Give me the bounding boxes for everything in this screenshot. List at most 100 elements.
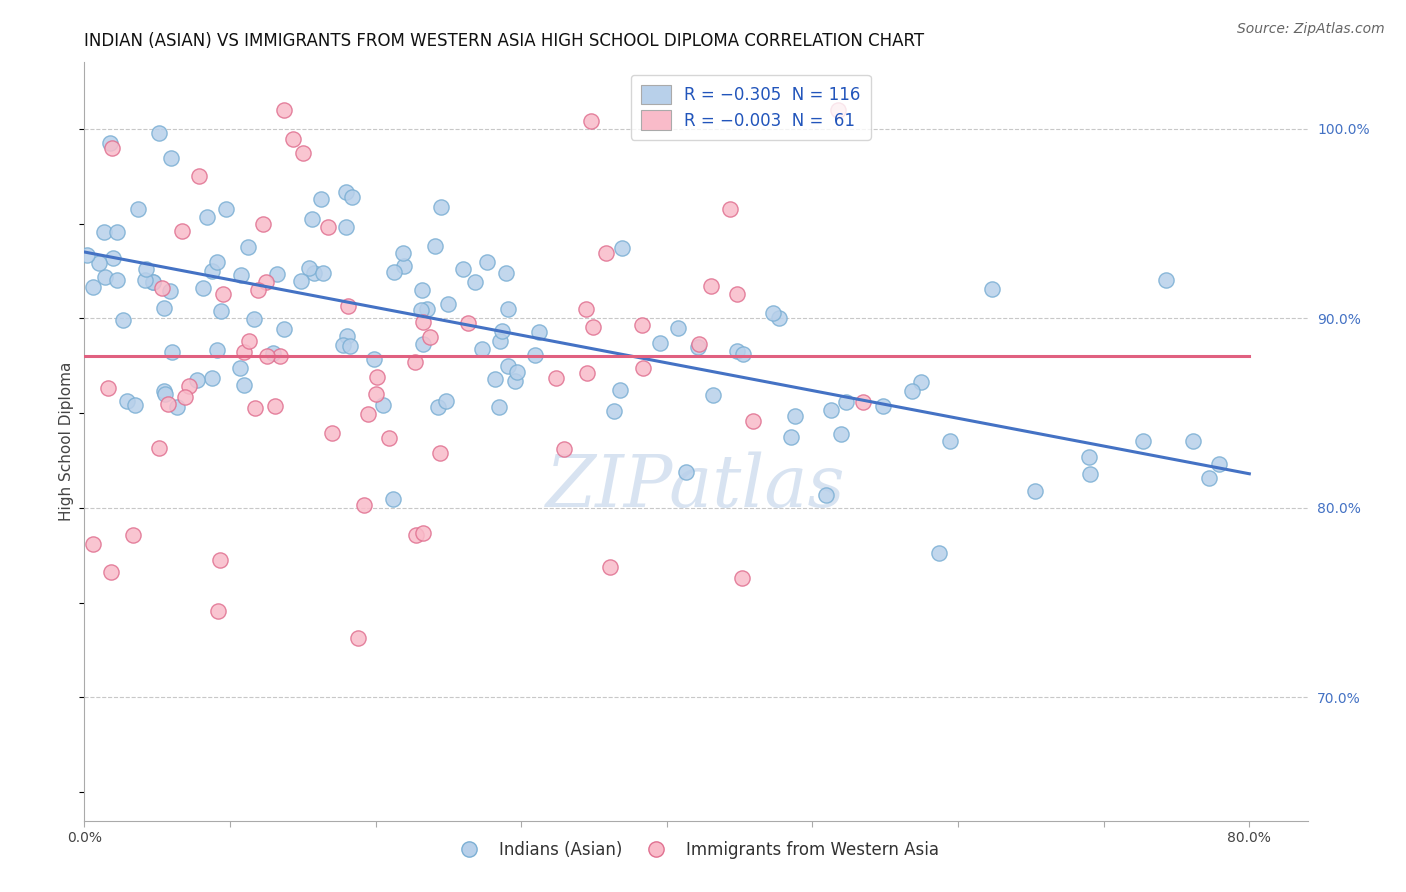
Point xyxy=(785,409,807,423)
Point xyxy=(412,337,434,351)
Point xyxy=(76,248,98,262)
Point xyxy=(335,220,357,235)
Point xyxy=(835,395,858,409)
Point xyxy=(373,398,395,412)
Point xyxy=(100,566,122,580)
Point xyxy=(290,274,312,288)
Point xyxy=(852,394,875,409)
Point xyxy=(392,246,415,260)
Point xyxy=(153,387,176,401)
Point xyxy=(1198,471,1220,485)
Point xyxy=(419,330,441,344)
Point xyxy=(576,366,599,380)
Point xyxy=(437,297,460,311)
Point xyxy=(209,304,232,318)
Point xyxy=(115,394,138,409)
Point xyxy=(346,631,368,645)
Point xyxy=(579,113,602,128)
Point xyxy=(229,268,252,283)
Point xyxy=(229,360,252,375)
Point xyxy=(82,537,104,551)
Point xyxy=(366,370,388,384)
Point xyxy=(97,381,120,395)
Y-axis label: High School Diploma: High School Diploma xyxy=(59,362,75,521)
Point xyxy=(200,371,222,385)
Point xyxy=(416,302,439,317)
Point xyxy=(650,335,672,350)
Point xyxy=(411,283,433,297)
Point xyxy=(582,320,605,334)
Point xyxy=(761,306,783,320)
Point xyxy=(298,260,321,275)
Point xyxy=(273,103,295,117)
Point xyxy=(335,185,357,199)
Point xyxy=(471,343,494,357)
Point xyxy=(484,372,506,386)
Point xyxy=(496,302,519,317)
Point xyxy=(247,283,270,297)
Point xyxy=(405,528,427,542)
Point xyxy=(135,261,157,276)
Point xyxy=(89,256,111,270)
Point xyxy=(457,316,479,330)
Point xyxy=(134,273,156,287)
Point xyxy=(1080,467,1102,481)
Point xyxy=(236,240,259,254)
Point xyxy=(429,446,451,460)
Point xyxy=(266,268,288,282)
Point xyxy=(725,343,748,358)
Point xyxy=(901,384,924,398)
Point xyxy=(1154,273,1177,287)
Point xyxy=(339,339,361,353)
Point xyxy=(939,434,962,449)
Point xyxy=(273,322,295,336)
Point xyxy=(475,254,498,268)
Point xyxy=(412,526,434,541)
Point xyxy=(675,465,697,479)
Point xyxy=(731,571,754,585)
Point xyxy=(124,398,146,412)
Point xyxy=(281,131,304,145)
Point xyxy=(207,604,229,618)
Point xyxy=(815,488,838,502)
Point xyxy=(488,334,510,348)
Point xyxy=(423,239,446,253)
Point xyxy=(382,492,405,507)
Point xyxy=(496,359,519,374)
Legend: Indians (Asian), Immigrants from Western Asia: Indians (Asian), Immigrants from Western… xyxy=(446,834,946,865)
Point xyxy=(141,275,163,289)
Point xyxy=(426,400,449,414)
Point xyxy=(316,219,339,234)
Point xyxy=(495,266,517,280)
Point xyxy=(488,400,510,414)
Point xyxy=(686,340,709,354)
Point xyxy=(160,151,183,165)
Point xyxy=(505,374,527,388)
Point xyxy=(780,430,803,444)
Point xyxy=(491,324,513,338)
Point xyxy=(411,302,433,317)
Point xyxy=(215,202,238,216)
Point xyxy=(336,299,359,313)
Point xyxy=(506,365,529,379)
Point xyxy=(187,169,209,183)
Point xyxy=(666,321,689,335)
Point xyxy=(720,202,742,217)
Point xyxy=(148,441,170,455)
Point xyxy=(1132,434,1154,448)
Point xyxy=(186,373,208,387)
Point xyxy=(436,393,458,408)
Point xyxy=(1182,434,1205,449)
Point xyxy=(451,261,474,276)
Point xyxy=(243,401,266,415)
Point xyxy=(742,414,765,428)
Point xyxy=(159,284,181,298)
Point xyxy=(105,273,128,287)
Point xyxy=(160,344,183,359)
Point xyxy=(157,397,180,411)
Point xyxy=(179,379,201,393)
Point xyxy=(201,264,224,278)
Point xyxy=(412,315,434,329)
Point xyxy=(166,401,188,415)
Point xyxy=(269,349,291,363)
